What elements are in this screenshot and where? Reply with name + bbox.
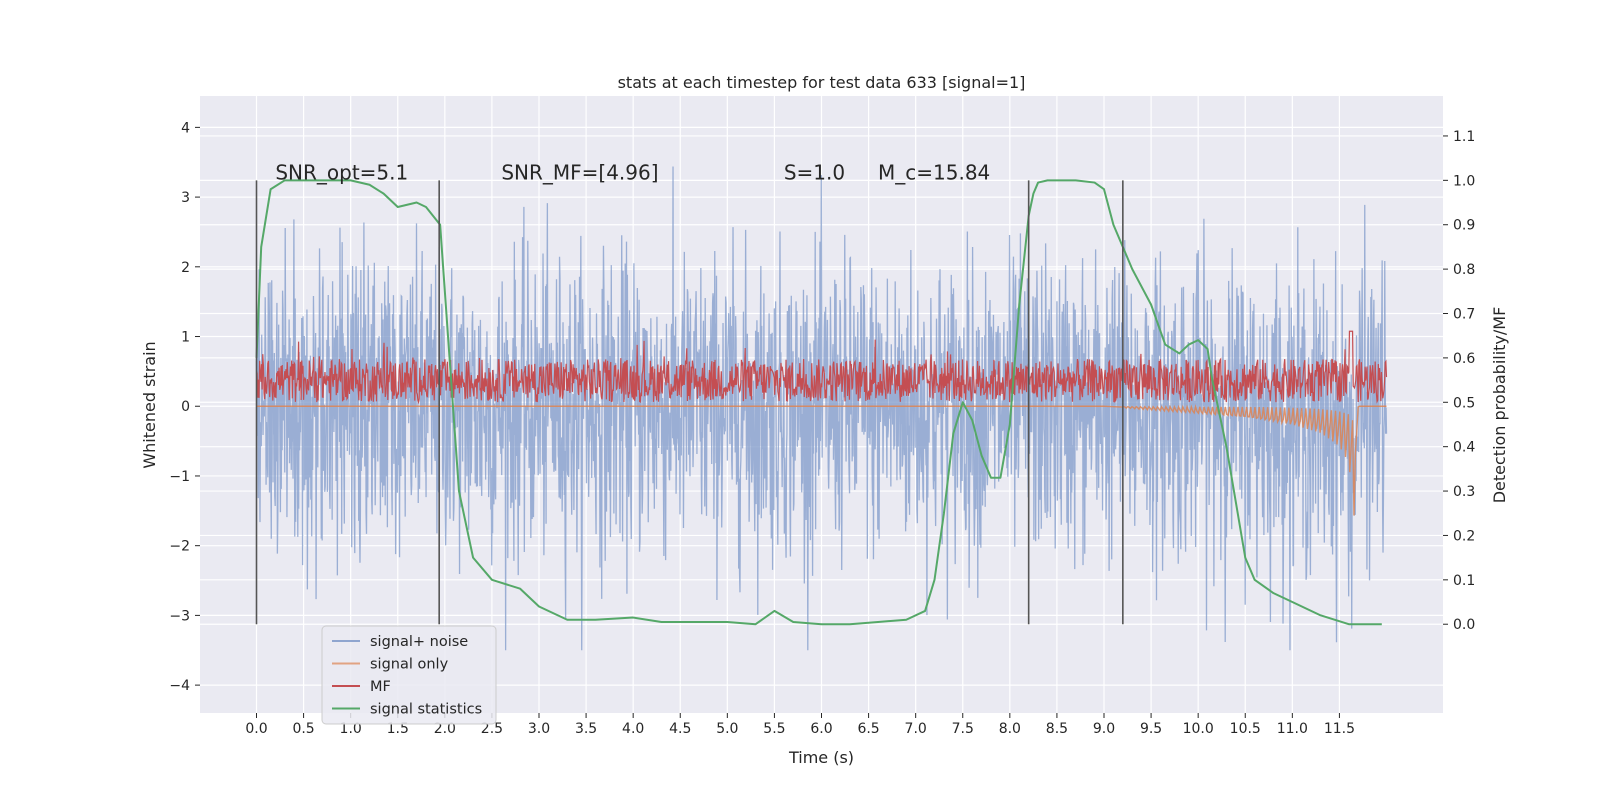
legend: signal+ noise signal only MF signal statist… [321,625,497,725]
x-tick-label: 8.0 [999,721,1021,737]
x-tick-label: 5.0 [716,721,738,737]
x-tick-label: 8.5 [1046,721,1068,737]
x-tick-label: 11.0 [1277,721,1308,737]
x-tick-label: 9.5 [1140,721,1162,737]
y-right-tick-label: 0.5 [1453,395,1475,411]
x-tick-label: 0.0 [245,721,267,737]
x-tick-label: 6.0 [810,721,832,737]
x-tick-label: 1.5 [387,721,409,737]
x-tick-label: 7.5 [952,721,974,737]
x-tick-label: 4.5 [669,721,691,737]
series-mf [255,330,1388,405]
legend-frame [321,625,497,725]
x-axis-ticks: 0.0 0.5 1.0 1.5 2.0 2.5 3.0 3.5 4.0 4.5 5.0 5.5 6.0 6… [245,713,1355,737]
x-tick-label: 4.0 [622,721,644,737]
y-left-tick-label: −4 [169,678,190,694]
y-right-axis-ticks: 1.1 1.0 0.9 0.8 0.7 0.6 0.5 0.4 0.3 0.2 0.1 0.0 [1443,129,1475,633]
legend-label: signal only [370,657,449,673]
y-left-tick-label: −1 [169,469,190,485]
y-right-tick-label: 1.0 [1453,173,1475,189]
x-tick-label: 1.0 [340,721,362,737]
annotation: SNR_MF=[4.96] [501,160,658,184]
x-tick-label: 3.0 [528,721,550,737]
y-right-tick-label: 0.1 [1453,573,1475,589]
legend-label: signal+ noise [370,634,468,650]
y-left-axis-ticks: 4 3 2 1 0 −1 −2 −3 −4 [169,120,200,694]
y-right-tick-label: 0.8 [1453,262,1475,278]
x-tick-label: 9.0 [1093,721,1115,737]
y-right-tick-label: 1.1 [1453,129,1475,145]
y-right-tick-label: 0.3 [1453,484,1475,500]
y-left-tick-label: 0 [181,399,190,415]
y-right-tick-label: 0.2 [1453,528,1475,544]
annotation: SNR_opt=5.1 [275,160,408,184]
y-left-axis-label: Whitened strain [140,341,159,468]
y-left-tick-label: 2 [181,260,190,276]
y-left-tick-label: 3 [181,190,190,206]
x-tick-label: 2.5 [481,721,503,737]
y-left-tick-label: −2 [169,539,190,555]
legend-label: MF [370,679,391,695]
x-axis-label: Time (s) [788,748,854,767]
x-tick-label: 10.5 [1230,721,1261,737]
x-tick-label: 0.5 [292,721,314,737]
x-tick-label: 2.0 [434,721,456,737]
y-right-axis-label: Detection probability/MF [1490,307,1509,504]
x-tick-label: 10.0 [1183,721,1214,737]
y-right-tick-label: 0.6 [1453,351,1475,367]
legend-label: signal statistics [370,702,482,718]
series-layer [255,166,1388,651]
series-signal-only [256,404,1387,516]
x-tick-label: 6.5 [857,721,879,737]
vertical-markers [255,180,1124,625]
y-right-tick-label: 0.9 [1453,218,1475,234]
y-right-tick-label: 0.0 [1453,617,1475,633]
chart-title: stats at each timestep for test data 633… [618,73,1026,92]
x-tick-label: 7.0 [905,721,927,737]
x-tick-label: 5.5 [763,721,785,737]
y-left-tick-label: −3 [169,608,190,624]
annotation: M_c=15.84 [878,160,990,184]
y-right-tick-label: 0.7 [1453,307,1475,323]
series-signal-noise [255,166,1388,651]
annotation: S=1.0 [784,160,845,184]
y-left-tick-label: 4 [181,120,190,136]
x-tick-label: 11.5 [1324,721,1355,737]
y-left-tick-label: 1 [181,330,190,346]
y-right-tick-label: 0.4 [1453,440,1475,456]
x-tick-label: 3.5 [575,721,597,737]
series-signal-statistics [255,179,1382,626]
annotations: SNR_opt=5.1 SNR_MF=[4.96] S=1.0 M_c=15.84 [275,160,990,184]
